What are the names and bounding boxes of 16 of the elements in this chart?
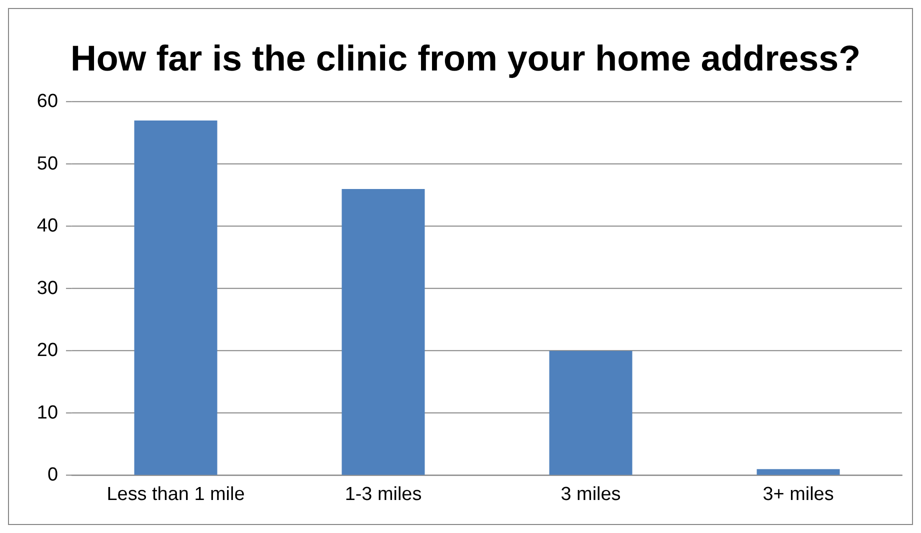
x-tick-label: Less than 1 mile [106, 484, 245, 505]
chart-title: How far is the clinic from your home address? [70, 38, 861, 78]
y-tick-label: 40 [36, 216, 58, 237]
y-tick-label: 0 [47, 464, 58, 486]
y-tick-label: 60 [36, 91, 58, 112]
bar [342, 189, 425, 475]
bar [134, 120, 218, 475]
bar [756, 469, 840, 475]
y-tick-label: 20 [36, 340, 58, 362]
x-tick-label: 3+ miles [762, 484, 834, 505]
x-tick-label: 1-3 miles [344, 484, 422, 505]
y-tick-label: 10 [36, 402, 58, 424]
y-tick-label: 50 [36, 153, 58, 174]
bar [549, 350, 632, 475]
y-tick-label: 30 [36, 278, 58, 299]
x-tick-label: 3 miles [560, 484, 621, 505]
